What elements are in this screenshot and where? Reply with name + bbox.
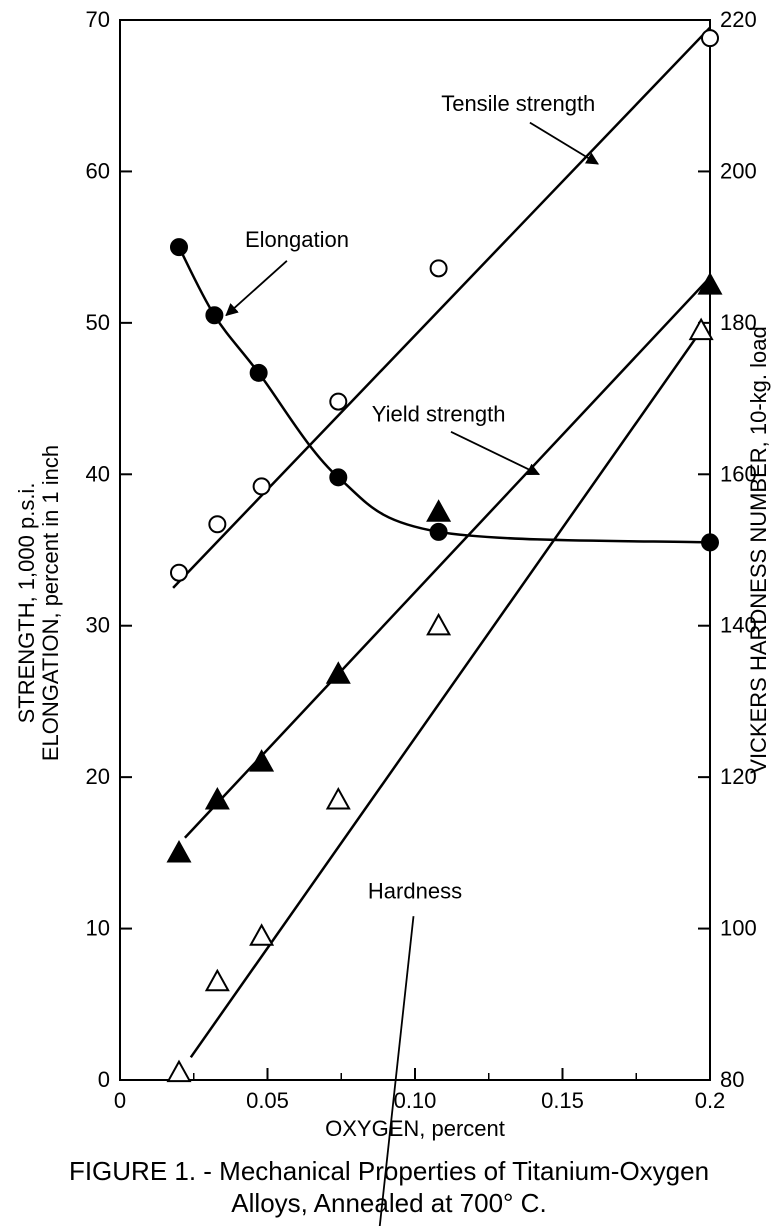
- y-left-tick-label: 60: [86, 158, 110, 183]
- tensile-marker: [254, 478, 270, 494]
- yield-marker: [168, 842, 190, 861]
- y-right-title: VICKERS HARDNESS NUMBER, 10-kg. load: [746, 326, 771, 773]
- y-left-tick-label: 40: [86, 461, 110, 486]
- elongation-marker: [330, 469, 346, 485]
- y-left-tick-label: 10: [86, 916, 110, 941]
- hardness-marker: [328, 789, 350, 808]
- elongation-marker: [171, 239, 187, 255]
- tensile-arrow: [530, 123, 598, 164]
- y-left-tick-label: 30: [86, 613, 110, 638]
- y-right-tick-label: 80: [720, 1067, 744, 1092]
- hardness-marker: [168, 1062, 190, 1081]
- x-tick-label: 0.10: [394, 1088, 437, 1113]
- hardness-marker: [251, 925, 273, 944]
- yield-arrow: [451, 432, 539, 474]
- figure-caption-line1: FIGURE 1. - Mechanical Properties of Tit…: [69, 1156, 709, 1186]
- y-left-title-2: ELONGATION, percent in 1 inch: [38, 445, 63, 761]
- yield-marker: [207, 789, 229, 808]
- tensile-marker: [702, 30, 718, 46]
- hardness-marker: [207, 971, 229, 990]
- elongation-marker: [702, 534, 718, 550]
- y-right-tick-label: 200: [720, 158, 757, 183]
- x-tick-label: 0.15: [541, 1088, 584, 1113]
- y-left-title-1: STRENGTH, 1,000 p.s.i.: [14, 483, 39, 724]
- elongation-arrow: [226, 261, 287, 315]
- tensile-marker: [431, 260, 447, 276]
- y-right-tick-label: 220: [720, 7, 757, 32]
- tensile-marker: [171, 565, 187, 581]
- y-left-tick-label: 20: [86, 764, 110, 789]
- chart-container: 00.050.100.150.2OXYGEN, percent010203040…: [0, 0, 779, 1226]
- x-tick-label: 0: [114, 1088, 126, 1113]
- y-left-tick-label: 0: [98, 1067, 110, 1092]
- hardness-line: [191, 330, 701, 1057]
- elongation-marker: [251, 365, 267, 381]
- y-right-tick-label: 100: [720, 916, 757, 941]
- x-axis-title: OXYGEN, percent: [325, 1116, 505, 1141]
- hardness-label: Hardness: [368, 878, 462, 903]
- yield-marker: [251, 751, 273, 770]
- figure-caption-line2: Alloys, Annealed at 700° C.: [231, 1188, 546, 1218]
- elongation-marker: [431, 524, 447, 540]
- yield-marker: [428, 501, 450, 520]
- y-left-tick-label: 50: [86, 310, 110, 335]
- chart-svg: 00.050.100.150.2OXYGEN, percent010203040…: [0, 0, 779, 1226]
- y-left-tick-label: 70: [86, 7, 110, 32]
- elongation-label: Elongation: [245, 227, 349, 252]
- tensile-marker: [330, 394, 346, 410]
- elongation-marker: [206, 307, 222, 323]
- yield-label: Yield strength: [372, 401, 506, 426]
- hardness-marker: [428, 615, 450, 634]
- tensile-label: Tensile strength: [441, 91, 595, 116]
- x-tick-label: 0.05: [246, 1088, 289, 1113]
- tensile-marker: [209, 516, 225, 532]
